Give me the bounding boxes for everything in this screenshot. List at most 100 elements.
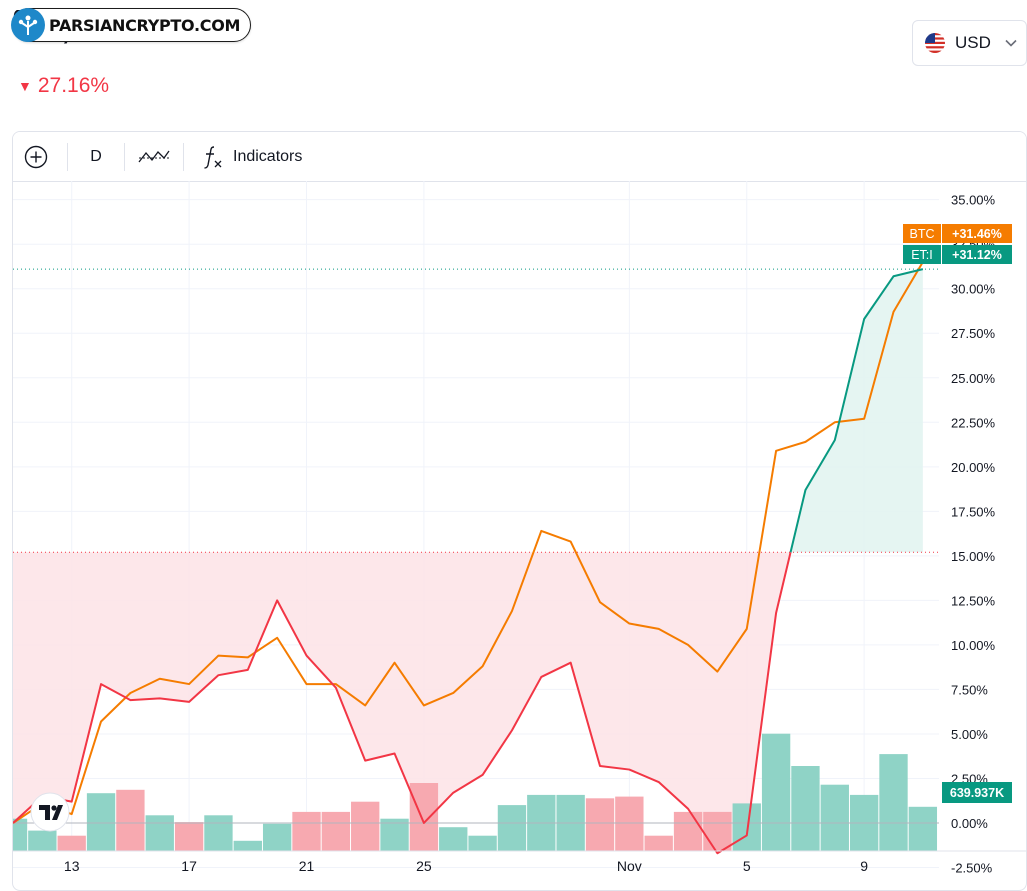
toolbar-divider <box>183 142 184 171</box>
reference-lines <box>13 268 939 824</box>
x-tick-label: 9 <box>860 858 868 874</box>
y-tick-label: -2.50% <box>951 861 993 876</box>
eth-value-badge <box>942 245 1012 264</box>
volume-bar <box>116 789 145 851</box>
volume-bar <box>673 811 703 851</box>
currency-label: USD <box>955 33 991 52</box>
volume-bar <box>380 818 409 851</box>
x-tick-label: 25 <box>416 858 432 874</box>
add-symbol-button[interactable] <box>13 132 59 181</box>
us-flag-icon <box>925 33 945 53</box>
interval-button[interactable]: D <box>68 132 124 181</box>
volume-bar <box>879 754 908 851</box>
y-tick-label: 30.00% <box>951 282 996 297</box>
positive-area-fill <box>790 269 923 553</box>
chart-plot[interactable]: 35.00%32.50%30.00%27.50%25.00%22.50%20.0… <box>13 181 1027 891</box>
volume-bar <box>791 766 820 851</box>
btc-value-badge <box>942 224 1012 243</box>
x-axis: 13 17 21 25 Nov 5 9 <box>13 850 1026 874</box>
volume-bar <box>908 806 938 851</box>
y-tick-label: 27.50% <box>951 326 996 341</box>
volume-bar <box>615 796 644 851</box>
volume-bar <box>204 815 233 851</box>
volume-bar <box>57 835 86 851</box>
volume-bar <box>28 830 57 851</box>
volume-value-badge <box>942 782 1012 803</box>
eth-name-text: ET:I <box>911 248 933 262</box>
series-labels: BTC +31.46% ET:I +31.12% 639.937K <box>903 224 1012 803</box>
volume-bar <box>409 783 439 851</box>
y-tick-label: 25.00% <box>951 371 996 386</box>
volume-bar <box>585 798 615 851</box>
volume-bar <box>321 811 351 851</box>
tree-logo-icon <box>11 8 45 42</box>
y-tick-label: 22.50% <box>951 415 996 430</box>
tv-logo-mark <box>39 805 50 820</box>
volume-bar <box>497 805 527 851</box>
volume-bar <box>732 803 761 851</box>
y-tick-label: 0.00% <box>951 816 988 831</box>
eth-name-badge <box>903 245 941 264</box>
negative-area-fill <box>13 552 791 854</box>
chart-container: D Indicators 35.00% 32.50% 30.00% 27.50% 25.… <box>12 131 1027 891</box>
series-lines <box>13 261 924 855</box>
x-tick-label: Nov <box>617 858 642 874</box>
volume-bar <box>262 823 292 851</box>
logo-text: PARSIANCRYPTO.COM <box>49 15 241 35</box>
price-change-value: 27.16% <box>37 74 110 97</box>
btc-value-text: +31.46% <box>952 227 1002 241</box>
x-tick-label: 21 <box>299 858 315 874</box>
y-tick-label: 10.00% <box>951 638 996 653</box>
volume-bar <box>233 840 262 851</box>
volume-bar <box>86 793 116 851</box>
compare-lines-icon <box>138 150 170 162</box>
chart-toolbar: D Indicators <box>13 132 1026 182</box>
watermark-logo: PARSIANCRYPTO.COM <box>11 8 252 42</box>
volume-bar <box>292 811 321 851</box>
currency-select[interactable]: USD <box>912 20 1027 66</box>
y-tick-label: 7.50% <box>951 682 988 697</box>
volume-bar <box>145 815 174 851</box>
eth-value-text: +31.12% <box>952 248 1002 262</box>
compare-button[interactable] <box>125 132 183 181</box>
volume-bar <box>468 835 497 851</box>
y-tick-label: 20.00% <box>951 460 996 475</box>
tv-logo-slash <box>52 805 63 820</box>
toolbar-divider <box>124 142 125 171</box>
x-tick-label: 17 <box>181 858 197 874</box>
eth-line-above <box>789 268 924 553</box>
volume-bar <box>761 733 791 851</box>
indicators-label: Indicators <box>233 147 303 165</box>
volume-bar <box>174 822 204 851</box>
volume-bar <box>644 835 673 851</box>
tradingview-logo[interactable] <box>30 792 70 832</box>
indicators-button[interactable]: Indicators <box>184 132 302 181</box>
volume-bar <box>820 784 849 851</box>
interval-label: D <box>90 147 102 165</box>
volume-bars <box>13 733 938 851</box>
volume-value-text: 639.937K <box>950 786 1004 800</box>
function-icon <box>204 145 222 169</box>
btc-name-badge <box>903 224 941 243</box>
y-tick-label: 35.00% <box>951 193 996 208</box>
volume-bar <box>13 818 28 851</box>
area-fills <box>13 269 923 854</box>
y-tick-label: 5.00% <box>951 727 988 742</box>
price-change: ▼ 27.16% <box>18 74 109 98</box>
volume-bar <box>351 801 380 851</box>
tv-logo-dot <box>51 805 57 811</box>
triangle-down-icon: ▼ <box>18 78 32 94</box>
y-tick-label: 15.00% <box>951 549 996 564</box>
chevron-down-icon <box>1005 34 1017 52</box>
volume-bar <box>439 827 468 851</box>
toolbar-divider <box>67 142 68 171</box>
y-axis: 35.00%32.50%30.00%27.50%25.00%22.50%20.0… <box>951 193 996 876</box>
eth-line-below <box>13 552 792 855</box>
plus-circle-icon <box>24 145 48 168</box>
y-tick-label: 12.50% <box>951 593 996 608</box>
btc-line <box>13 261 924 824</box>
x-tick-label: 5 <box>743 858 751 874</box>
btc-name-text: BTC <box>910 227 935 241</box>
x-tick-label: 13 <box>64 858 80 874</box>
volume-bar <box>703 811 732 851</box>
